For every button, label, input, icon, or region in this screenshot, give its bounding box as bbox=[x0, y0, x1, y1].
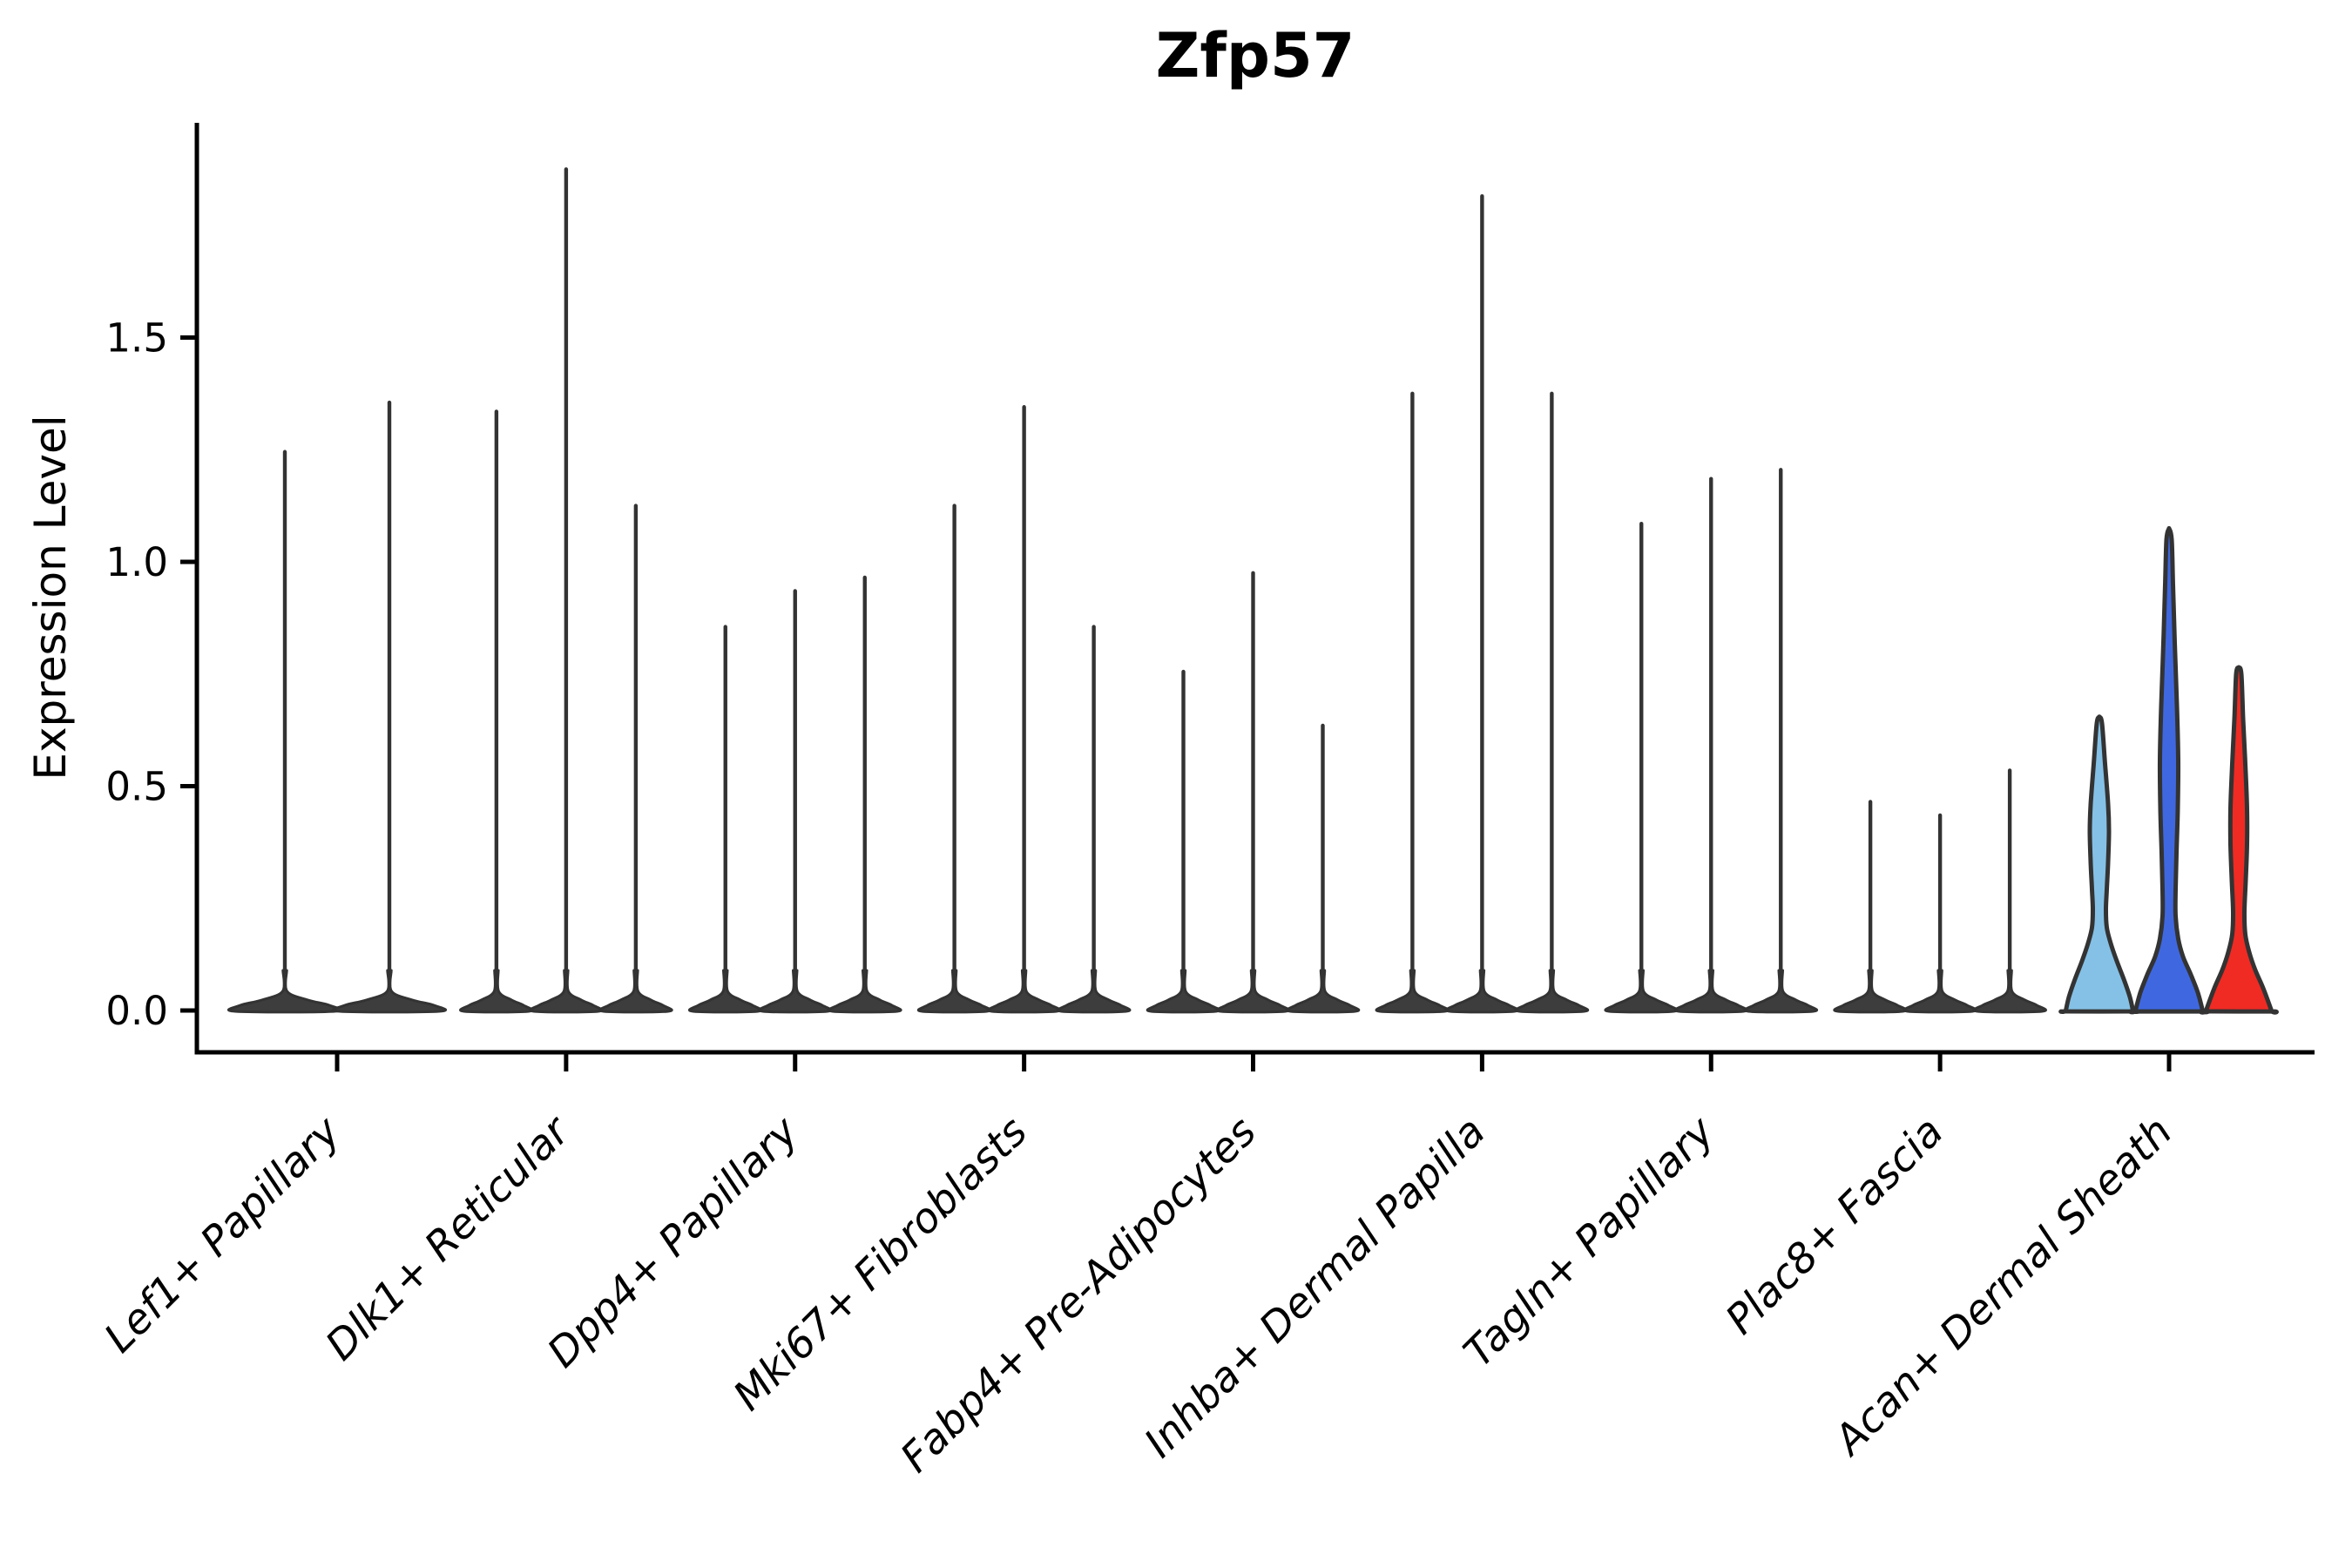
violin-base bbox=[986, 969, 1062, 1014]
violin-base bbox=[1604, 969, 1680, 1014]
y-tick-label: 0.5 bbox=[105, 763, 168, 809]
y-tick-label: 0.0 bbox=[105, 988, 168, 1034]
violin-group bbox=[227, 400, 447, 1014]
x-tick-label: Dpp4+ Papillary bbox=[538, 1107, 808, 1377]
violin-base bbox=[1444, 969, 1520, 1014]
violin-base bbox=[1056, 969, 1132, 1014]
violin-group bbox=[1375, 193, 1590, 1014]
violins bbox=[227, 167, 2279, 1015]
violin-group bbox=[459, 167, 673, 1014]
violin-base bbox=[332, 969, 447, 1014]
violin-group bbox=[1146, 571, 1361, 1014]
x-tick-label: Dlk1+ Reticular bbox=[316, 1106, 580, 1370]
violin-base bbox=[1514, 969, 1590, 1014]
violin-base bbox=[598, 969, 673, 1014]
violin-base bbox=[1146, 969, 1221, 1014]
x-tick-label: Tagln+ Papillary bbox=[1455, 1107, 1725, 1377]
violin-base bbox=[1833, 969, 1908, 1014]
violin bbox=[2058, 714, 2140, 1014]
violin-base bbox=[459, 969, 534, 1014]
violin-base bbox=[757, 969, 833, 1014]
violin-base bbox=[1673, 969, 1749, 1014]
violin-base bbox=[916, 969, 992, 1014]
chart-title: Zfp57 bbox=[1156, 20, 1355, 91]
y-tick-label: 1.0 bbox=[105, 539, 168, 585]
violin-base bbox=[1285, 969, 1361, 1014]
violin-base bbox=[1375, 969, 1450, 1014]
violin-base bbox=[529, 969, 604, 1014]
violin-base bbox=[687, 969, 763, 1014]
x-tick-label: Lef1+ Papillary bbox=[95, 1107, 350, 1362]
violin-base bbox=[1972, 969, 2047, 1014]
violin-base bbox=[1215, 969, 1291, 1014]
y-axis-label: Expression Level bbox=[25, 415, 76, 780]
y-tick-label: 1.5 bbox=[105, 314, 168, 361]
violin-base bbox=[227, 969, 342, 1014]
violin-group bbox=[1604, 468, 1819, 1014]
violin-group bbox=[1833, 768, 2047, 1014]
violin-base bbox=[1903, 969, 1977, 1014]
violin bbox=[2199, 665, 2279, 1015]
x-tick-label: Plac8+ Fascia bbox=[1717, 1108, 1953, 1344]
violin-group bbox=[916, 405, 1132, 1014]
violin-base bbox=[1743, 969, 1819, 1014]
violin bbox=[2128, 525, 2210, 1015]
violin-base bbox=[827, 969, 902, 1014]
violin-group bbox=[687, 575, 902, 1014]
violin-group bbox=[2058, 525, 2279, 1015]
